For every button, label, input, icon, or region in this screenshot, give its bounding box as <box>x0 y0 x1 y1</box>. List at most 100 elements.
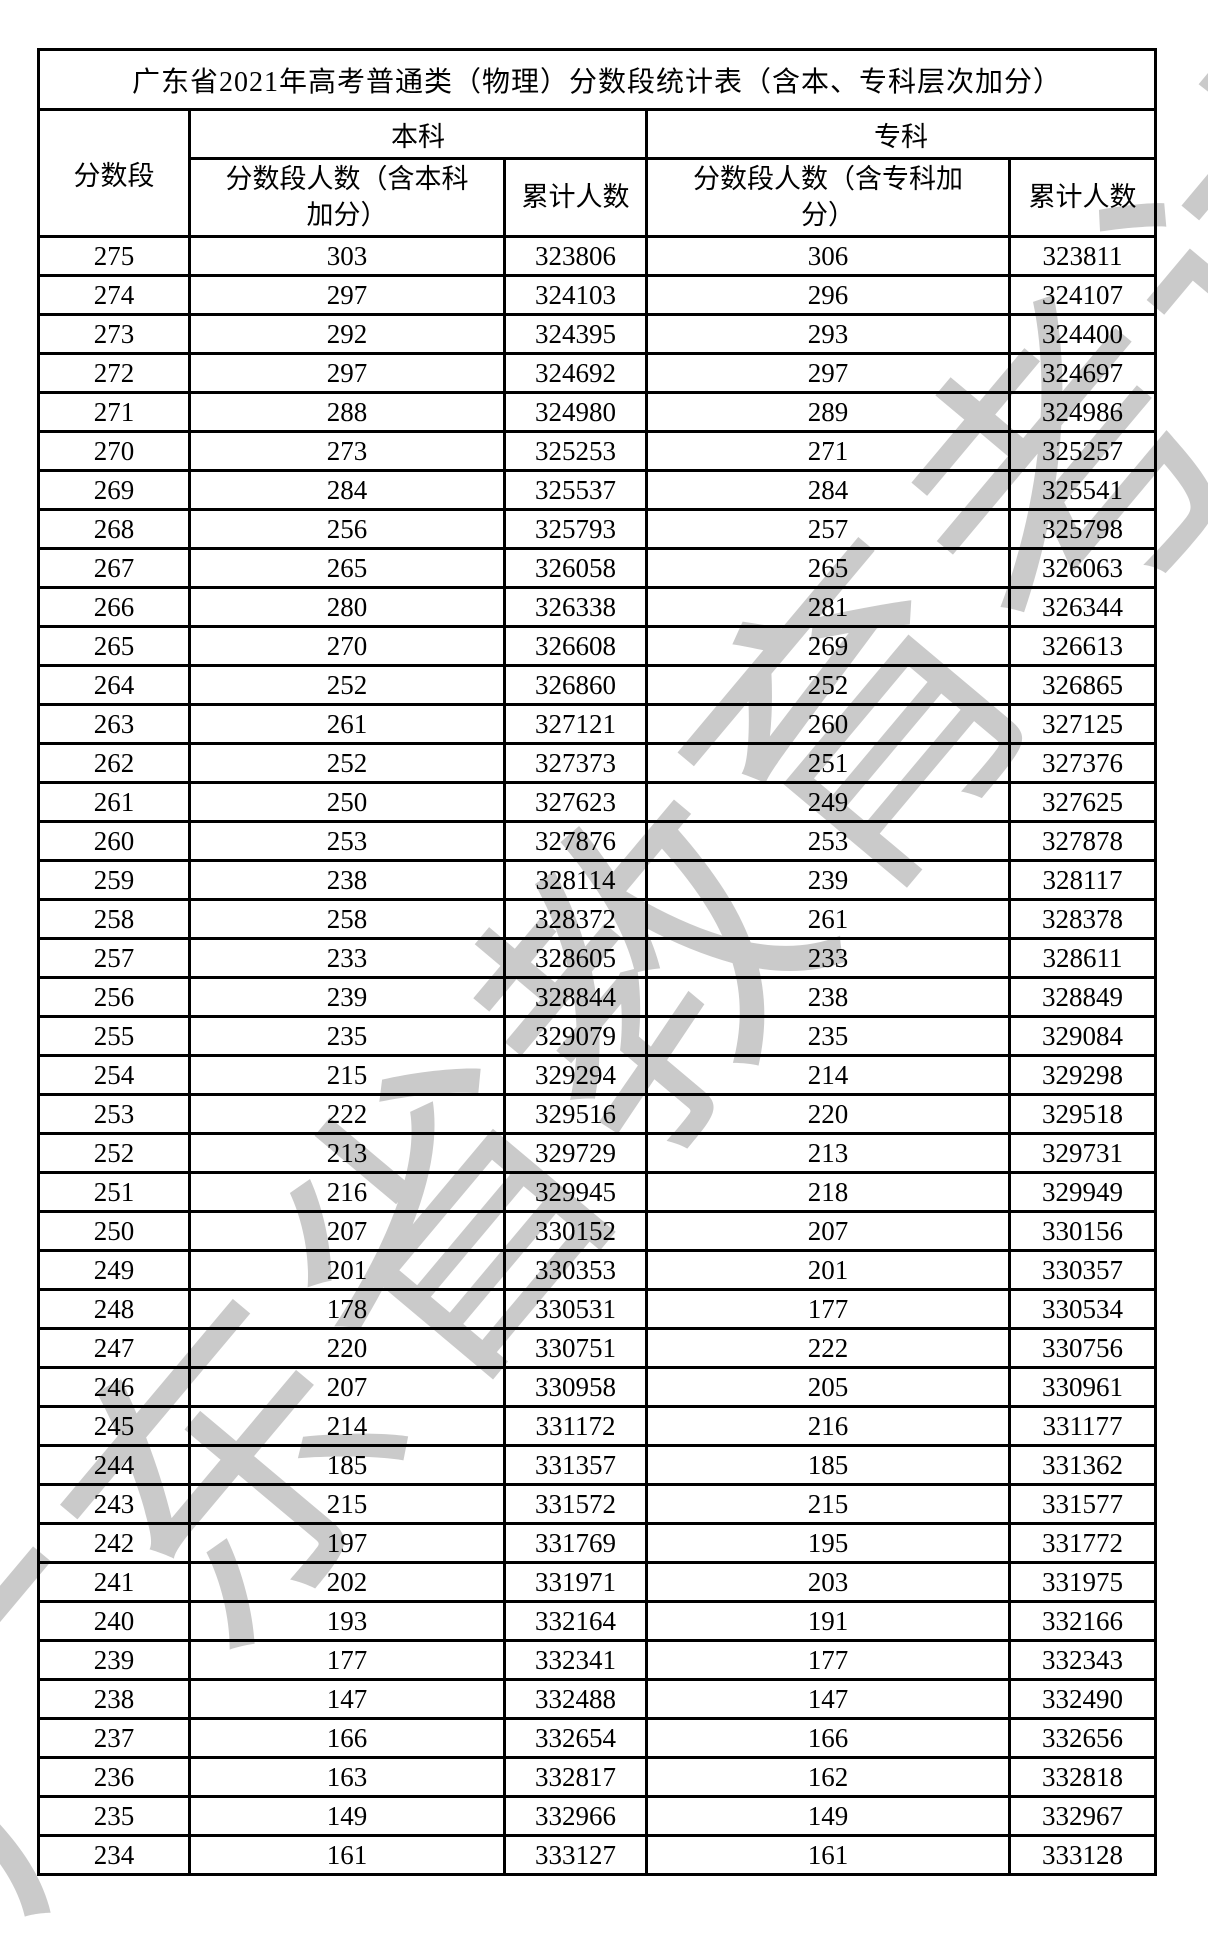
table-row: 248 178 330531 177 330534 <box>37 1288 1158 1330</box>
undergrad-cumulative-cell: 325793 <box>503 508 648 550</box>
undergrad-count-cell: 284 <box>188 469 506 511</box>
score-cell: 273 <box>37 313 191 355</box>
undergrad-cumulative-cell: 327373 <box>503 742 648 784</box>
college-cumulative-cell: 327625 <box>1007 781 1158 823</box>
undergrad-cumulative-cell: 331971 <box>503 1561 648 1603</box>
undergrad-count-cell: 166 <box>188 1717 506 1759</box>
undergrad-cumulative-cell: 330751 <box>503 1327 648 1369</box>
header-college-group: 专科 <box>644 108 1158 160</box>
score-cell: 248 <box>37 1288 191 1330</box>
college-cumulative-cell: 326613 <box>1007 625 1158 667</box>
college-cumulative-cell: 326063 <box>1007 547 1158 589</box>
college-count-cell: 281 <box>645 586 1011 628</box>
score-cell: 254 <box>37 1054 191 1096</box>
undergrad-cumulative-cell: 332966 <box>503 1795 648 1837</box>
undergrad-count-cell: 265 <box>188 547 506 589</box>
college-cumulative-cell: 329518 <box>1007 1093 1158 1135</box>
undergrad-count-cell: 185 <box>188 1444 506 1486</box>
undergrad-count-cell: 303 <box>188 235 506 277</box>
table-row: 242 197 331769 195 331772 <box>37 1522 1158 1564</box>
college-count-cell: 191 <box>645 1600 1011 1642</box>
undergrad-count-cell: 213 <box>188 1132 506 1174</box>
college-cumulative-cell: 330357 <box>1007 1249 1158 1291</box>
score-cell: 268 <box>37 508 191 550</box>
undergrad-cumulative-cell: 332817 <box>503 1756 648 1798</box>
college-count-cell: 195 <box>645 1522 1011 1564</box>
score-cell: 236 <box>37 1756 191 1798</box>
score-cell: 252 <box>37 1132 191 1174</box>
table-row: 243 215 331572 215 331577 <box>37 1483 1158 1525</box>
undergrad-count-cell: 216 <box>188 1171 506 1213</box>
college-count-cell: 213 <box>645 1132 1011 1174</box>
undergrad-cumulative-cell: 324103 <box>503 274 648 316</box>
undergrad-cumulative-cell: 331769 <box>503 1522 648 1564</box>
table-row: 268 256 325793 257 325798 <box>37 508 1158 550</box>
college-count-cell: 289 <box>645 391 1011 433</box>
college-count-cell: 239 <box>645 859 1011 901</box>
undergrad-cumulative-cell: 326058 <box>503 547 648 589</box>
table-row: 256 239 328844 238 328849 <box>37 976 1158 1018</box>
table-row: 239 177 332341 177 332343 <box>37 1639 1158 1681</box>
score-distribution-table: 广东省2021年高考普通类（物理）分数段统计表（含本、专科层次加分） 分数段 本… <box>36 48 1158 1876</box>
college-count-cell: 269 <box>645 625 1011 667</box>
undergrad-count-cell: 193 <box>188 1600 506 1642</box>
table-row: 261 250 327623 249 327625 <box>37 781 1158 823</box>
table-row: 267 265 326058 265 326063 <box>37 547 1158 589</box>
table-row: 265 270 326608 269 326613 <box>37 625 1158 667</box>
undergrad-count-cell: 292 <box>188 313 506 355</box>
table-row: 272 297 324692 297 324697 <box>37 352 1158 394</box>
undergrad-count-cell: 233 <box>188 937 506 979</box>
undergrad-cumulative-cell: 331572 <box>503 1483 648 1525</box>
undergrad-count-cell: 238 <box>188 859 506 901</box>
undergrad-cumulative-cell: 325253 <box>503 430 648 472</box>
undergrad-cumulative-cell: 332341 <box>503 1639 648 1681</box>
college-count-cell: 215 <box>645 1483 1011 1525</box>
table-row: 235 149 332966 149 332967 <box>37 1795 1158 1837</box>
undergrad-cumulative-cell: 328372 <box>503 898 648 940</box>
table-row: 271 288 324980 289 324986 <box>37 391 1158 433</box>
undergrad-count-cell: 256 <box>188 508 506 550</box>
college-count-cell: 218 <box>645 1171 1011 1213</box>
undergrad-cumulative-cell: 327876 <box>503 820 648 862</box>
college-count-cell: 216 <box>645 1405 1011 1447</box>
score-cell: 258 <box>37 898 191 940</box>
college-count-cell: 297 <box>645 352 1011 394</box>
college-count-cell: 177 <box>645 1639 1011 1681</box>
college-count-cell: 161 <box>645 1834 1011 1876</box>
undergrad-cumulative-cell: 324395 <box>503 313 648 355</box>
score-cell: 270 <box>37 430 191 472</box>
table-row: 241 202 331971 203 331975 <box>37 1561 1158 1603</box>
college-cumulative-cell: 325798 <box>1007 508 1158 550</box>
score-cell: 234 <box>37 1834 191 1876</box>
undergrad-cumulative-cell: 331357 <box>503 1444 648 1486</box>
undergrad-cumulative-cell: 324980 <box>503 391 648 433</box>
college-cumulative-cell: 332967 <box>1007 1795 1158 1837</box>
college-count-cell: 235 <box>645 1015 1011 1057</box>
score-cell: 272 <box>37 352 191 394</box>
score-cell: 263 <box>37 703 191 745</box>
college-cumulative-cell: 327878 <box>1007 820 1158 862</box>
college-cumulative-cell: 332166 <box>1007 1600 1158 1642</box>
table-row: 260 253 327876 253 327878 <box>37 820 1158 862</box>
undergrad-count-cell: 258 <box>188 898 506 940</box>
undergrad-cumulative-cell: 330353 <box>503 1249 648 1291</box>
undergrad-count-cell: 207 <box>188 1210 506 1252</box>
table-row: 274 297 324103 296 324107 <box>37 274 1158 316</box>
score-cell: 249 <box>37 1249 191 1291</box>
college-count-cell: 177 <box>645 1288 1011 1330</box>
college-cumulative-cell: 324697 <box>1007 352 1158 394</box>
college-cumulative-cell: 330961 <box>1007 1366 1158 1408</box>
undergrad-cumulative-cell: 328844 <box>503 976 648 1018</box>
college-count-cell: 251 <box>645 742 1011 784</box>
undergrad-cumulative-cell: 325537 <box>503 469 648 511</box>
college-cumulative-cell: 324107 <box>1007 274 1158 316</box>
table-row: 254 215 329294 214 329298 <box>37 1054 1158 1096</box>
undergrad-count-cell: 222 <box>188 1093 506 1135</box>
undergrad-count-cell: 147 <box>188 1678 506 1720</box>
undergrad-count-cell: 215 <box>188 1054 506 1096</box>
undergrad-cumulative-cell: 326608 <box>503 625 648 667</box>
score-cell: 264 <box>37 664 191 706</box>
college-count-cell: 233 <box>645 937 1011 979</box>
college-cumulative-cell: 332490 <box>1007 1678 1158 1720</box>
undergrad-cumulative-cell: 329516 <box>503 1093 648 1135</box>
